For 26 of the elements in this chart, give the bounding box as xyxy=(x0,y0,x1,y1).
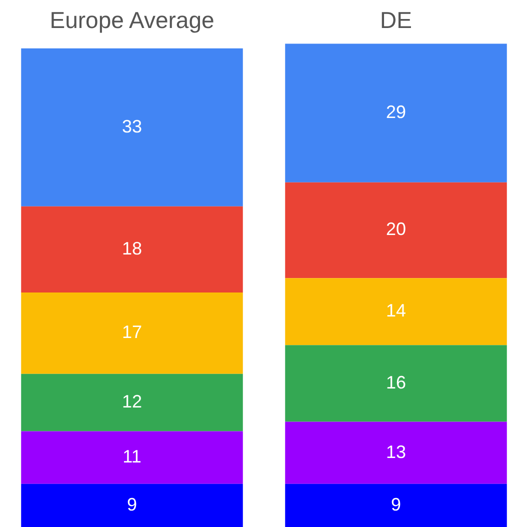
data-label: 16 xyxy=(386,372,406,392)
bar xyxy=(21,48,243,206)
bar xyxy=(21,206,243,292)
data-label: 29 xyxy=(386,102,406,122)
bar xyxy=(21,431,243,484)
data-label: 11 xyxy=(122,446,142,467)
bar xyxy=(285,44,507,182)
data-label: 17 xyxy=(122,322,142,342)
data-label: 13 xyxy=(386,442,406,462)
data-label: 9 xyxy=(126,494,138,514)
bar xyxy=(21,374,243,432)
bar xyxy=(21,484,243,527)
data-label: 33 xyxy=(122,116,142,136)
bar xyxy=(285,422,507,484)
data-label: 18 xyxy=(122,238,142,258)
data-label: 12 xyxy=(122,392,142,412)
bar xyxy=(285,484,507,527)
bar xyxy=(285,182,507,278)
data-label: 20 xyxy=(386,219,406,240)
bar xyxy=(285,278,507,346)
x-tick-label: Europe Average xyxy=(50,7,214,34)
data-label: 9 xyxy=(390,494,402,514)
data-label: 14 xyxy=(386,300,406,321)
x-tick-label: DE xyxy=(380,7,412,34)
bar xyxy=(285,345,507,422)
bar xyxy=(21,292,243,374)
